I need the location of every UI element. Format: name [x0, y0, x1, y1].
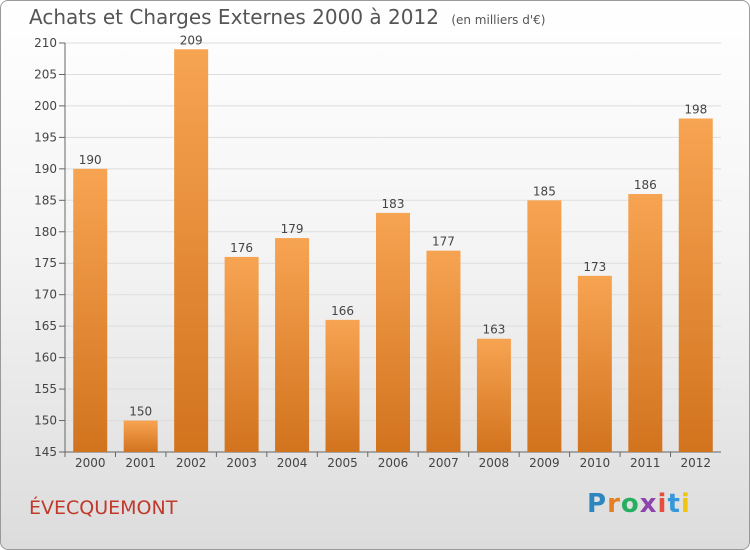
x-tick-label: 2011	[630, 456, 661, 470]
x-tick-label: 2000	[75, 456, 106, 470]
bar	[476, 338, 511, 452]
y-tick-label: 165	[34, 319, 57, 333]
y-tick-label: 185	[34, 193, 57, 207]
y-tick-label: 200	[34, 99, 57, 113]
data-label: 177	[432, 235, 455, 249]
bar	[174, 49, 209, 453]
chart-title-text: Achats et Charges Externes 2000 à 2012	[29, 5, 439, 29]
y-tick-label: 170	[34, 288, 57, 302]
x-tick-label: 2003	[226, 456, 257, 470]
data-label: 186	[634, 178, 657, 192]
bar	[426, 250, 461, 452]
data-label: 173	[583, 260, 606, 274]
bar	[527, 200, 562, 452]
data-label: 179	[281, 222, 304, 236]
data-label: 150	[129, 405, 152, 419]
logo-letter: t	[667, 489, 681, 519]
y-tick-label: 175	[34, 256, 57, 270]
y-tick-label: 150	[34, 414, 57, 428]
y-tick-label: 195	[34, 130, 57, 144]
y-tick-label: 180	[34, 225, 57, 239]
logo-letter: x	[639, 489, 658, 519]
chart-unit: (en milliers d'€)	[451, 13, 546, 27]
data-label: 183	[382, 197, 405, 211]
logo-letter: r	[607, 489, 621, 519]
y-tick-label: 160	[34, 351, 57, 365]
logo-letter: i	[680, 489, 691, 519]
data-label: 185	[533, 184, 556, 198]
chart-title: Achats et Charges Externes 2000 à 2012 (…	[29, 5, 545, 29]
y-tick-label: 155	[34, 382, 57, 396]
x-tick-label: 2006	[378, 456, 409, 470]
x-tick-label: 2004	[277, 456, 308, 470]
y-tick-label: 145	[34, 445, 57, 459]
bar	[123, 420, 158, 452]
data-label: 176	[230, 241, 253, 255]
bar	[376, 212, 410, 452]
bar	[325, 319, 360, 452]
bar	[628, 194, 663, 452]
data-label: 166	[331, 304, 354, 318]
y-tick-label: 205	[34, 67, 57, 81]
logo-letter: P	[587, 489, 608, 519]
x-tick-label: 2005	[327, 456, 358, 470]
bar	[678, 118, 713, 452]
proxiti-logo: Proxiti	[587, 489, 691, 519]
data-label: 190	[79, 153, 102, 167]
x-tick-label: 2010	[580, 456, 611, 470]
x-tick-label: 2008	[479, 456, 510, 470]
x-tick-label: 2007	[428, 456, 459, 470]
data-label: 198	[684, 103, 707, 117]
x-tick-label: 2002	[176, 456, 207, 470]
bar	[275, 238, 310, 452]
bar	[224, 256, 259, 452]
x-tick-label: 2001	[125, 456, 156, 470]
bar	[73, 168, 108, 452]
data-label: 163	[482, 323, 505, 337]
y-tick-label: 190	[34, 162, 57, 176]
x-tick-label: 2012	[680, 456, 711, 470]
commune-name: ÉVECQUEMONT	[29, 497, 178, 519]
logo-letter: i	[657, 489, 668, 519]
data-label: 209	[180, 33, 203, 47]
logo-letter: o	[620, 489, 640, 519]
y-tick-label: 210	[34, 36, 57, 50]
bar	[577, 275, 612, 452]
x-tick-label: 2009	[529, 456, 560, 470]
